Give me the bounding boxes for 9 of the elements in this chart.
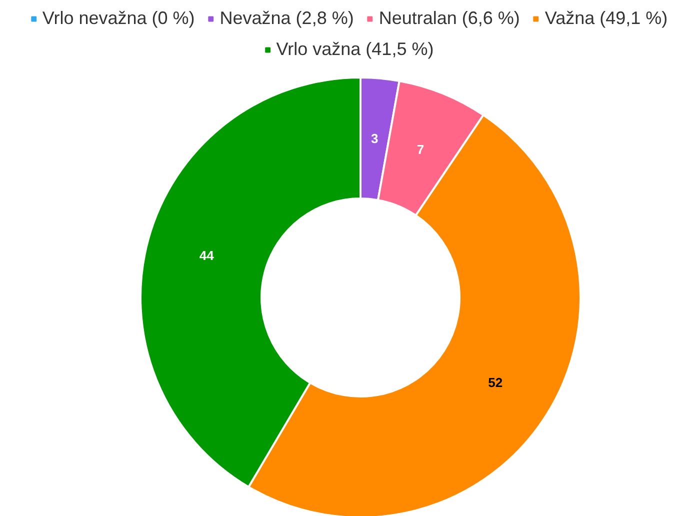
legend-label: Vrlo nevažna (0 %): [42, 8, 195, 29]
legend-label: Vrlo važna (41,5 %): [276, 39, 434, 60]
data-label: 52: [488, 375, 503, 390]
legend-label: Neutralan (6,6 %): [378, 8, 520, 29]
data-label: 7: [416, 142, 424, 158]
data-label: 3: [371, 131, 378, 146]
legend-label: Važna (49,1 %): [544, 8, 668, 29]
data-label: 44: [199, 248, 215, 263]
legend-label: Nevažna (2,8 %): [220, 8, 354, 29]
